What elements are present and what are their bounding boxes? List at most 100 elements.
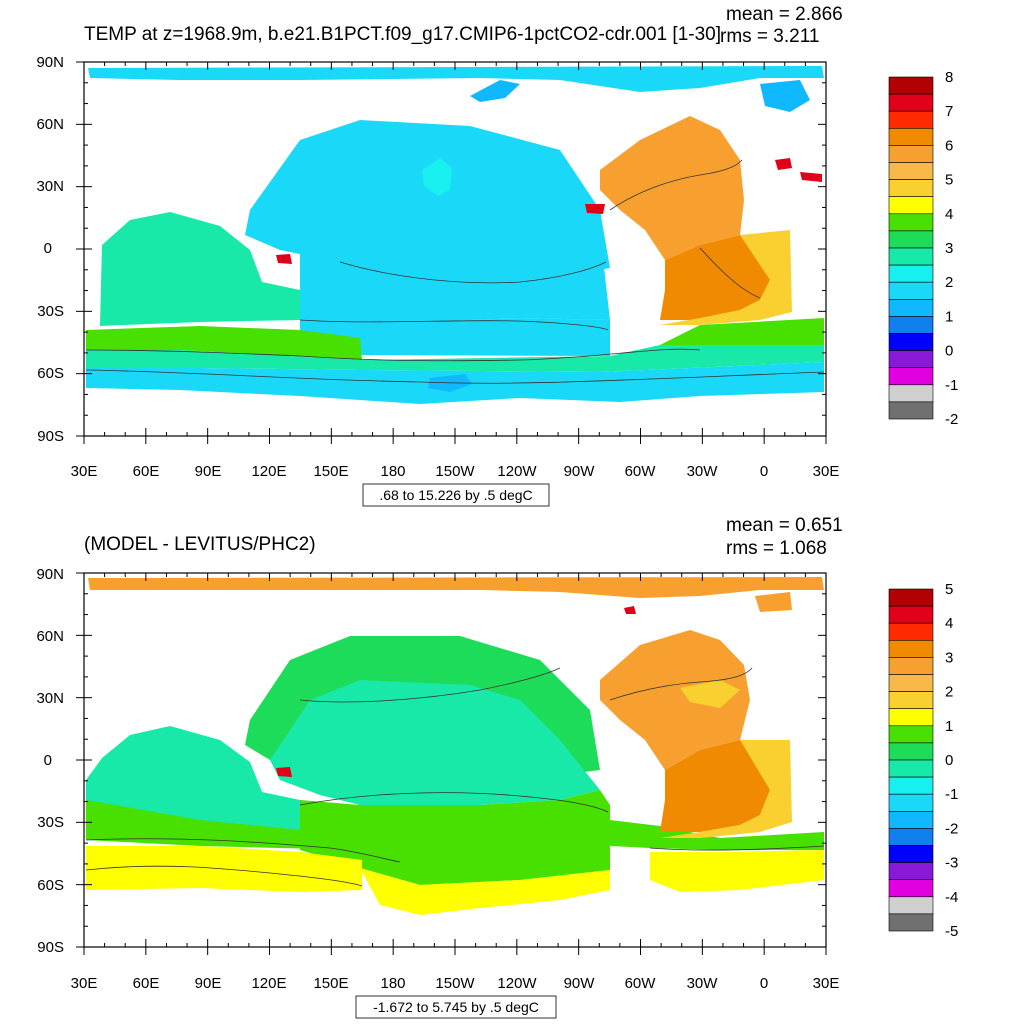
top-lon-label: 150E [313,463,348,480]
top-region-med-outflow [800,172,822,182]
bottom-region-pacific-core [270,680,600,808]
bottom-lat-label: 60S [37,877,64,894]
top-colorbar-label: 2 [945,274,953,291]
bottom-lat-label: 60N [36,628,64,645]
top-colorbar-swatch [888,93,934,112]
bottom-colorbar-label: 5 [945,581,953,598]
top-lon-label: 150W [435,463,475,480]
bottom-panel-title: (MODEL - LEVITUS/PHC2) [84,534,316,555]
top-colorbar-label: 8 [945,69,953,86]
bottom-lat-label: 90N [36,566,64,583]
bottom-colorbar-swatch [888,605,934,624]
top-contour-line [85,348,701,362]
bottom-lat-label: 0 [44,752,52,769]
bottom-lon-label: 90E [195,975,222,992]
top-colorbar-swatch [888,264,934,283]
top-lat-label: 60S [37,365,64,382]
bottom-contour-line [649,845,825,851]
bottom-contour-line [299,667,561,703]
bottom-region-south-atlantic-warm [680,680,740,708]
bottom-colorbar-label: -3 [945,855,958,872]
bottom-colorbar-swatch [888,862,934,880]
bottom-colorbar-label: -1 [945,786,958,803]
bottom-contour-line [85,838,401,863]
top-colorbar-swatch [888,196,934,215]
bottom-lon-label: 60E [133,975,160,992]
top-region-acc-band [86,326,362,360]
top-lon-label: 0 [760,463,768,480]
top-region-med-outflow [775,158,792,170]
bottom-colorbar: 5 4 3 2 1 0 -1 -2 -3 -4 -5 [888,581,958,940]
top-panel: TEMP at z=1968.9m, b.e21.B1PCT.f09_g17.C… [36,4,958,507]
top-colorbar-swatch [888,367,934,386]
top-lon-label: 60W [625,463,657,480]
bottom-lat-label: 30N [36,690,64,707]
bottom-colorbar-label: 2 [945,684,953,701]
bottom-contour-line [609,667,753,701]
bottom-panel-mean: mean = 0.651 [726,515,843,536]
top-colorbar-swatch [888,401,934,420]
bottom-colorbar-label: 1 [945,718,953,735]
top-lon-label: 90W [564,463,596,480]
top-colorbar-swatch [888,230,934,249]
bottom-contour-line [85,865,363,887]
top-tick-marks [76,61,827,444]
bottom-colorbar-label: 0 [945,752,953,769]
bottom-region-arctic-band [88,577,824,598]
top-panel-rms: rms = 3.211 [720,26,819,47]
top-lon-label: 30E [71,463,98,480]
top-lon-label: 180 [380,463,405,480]
top-lat-label: 90S [37,428,64,445]
top-colorbar: 8 7 6 5 4 3 2 1 0 -1 -2 [888,69,958,428]
bottom-region-arctic-band [755,592,792,612]
top-lon-label: 30E [813,463,840,480]
bottom-colorbar-swatch [888,896,934,915]
bottom-lon-label: 120E [251,975,286,992]
bottom-region-south-atlantic-warm [660,740,792,838]
bottom-colorbar-swatch [888,657,934,675]
top-region-pacific-core [422,158,452,196]
top-colorbar-label: 1 [945,308,953,325]
top-lon-label: 120W [497,463,537,480]
top-colorbar-swatch [888,316,934,334]
bottom-region-southern-yellow [360,868,610,915]
bottom-colorbar-swatch [888,913,934,932]
bottom-lon-label: 60W [625,975,657,992]
bottom-colorbar-label: 3 [945,649,953,666]
bottom-lon-label: 0 [760,975,768,992]
top-colorbar-swatch [888,76,934,95]
bottom-colorbar-label: -5 [945,923,958,940]
bottom-colorbar-swatch [888,828,934,846]
top-region-atlantic-core [660,235,770,320]
top-colorbar-label: -1 [945,377,958,394]
top-colorbar-label: -2 [945,411,958,428]
bottom-colorbar-swatch [888,742,934,761]
bottom-colorbar-swatch [888,674,934,692]
bottom-colorbar-swatch [888,810,934,829]
bottom-lon-label: 150W [435,975,475,992]
top-lon-label: 30W [687,463,719,480]
top-panel-title: TEMP at z=1968.9m, b.e21.B1PCT.f09_g17.C… [84,24,721,45]
bottom-info-box [355,995,557,1019]
top-contour-line [299,319,609,331]
top-contour-line [339,261,607,284]
bottom-lon-label: 180 [380,975,405,992]
bottom-colorbar-label: -4 [945,889,958,906]
top-region-north-atlantic [600,116,744,260]
bottom-region-indonesian-hotspot [276,767,292,777]
top-region-south-atlantic-warm [660,230,792,325]
top-info-box [362,483,550,507]
bottom-lon-label: 30E [813,975,840,992]
top-colorbar-label: 0 [945,343,953,360]
bottom-region-med-outflow [624,606,636,614]
top-contour-line [85,369,825,384]
top-colorbar-swatch [888,281,934,300]
top-colorbar-swatch [888,110,934,129]
top-colorbar-swatch [888,179,934,198]
top-contour-line [609,159,743,211]
top-region-equatorial-pacific [300,232,610,322]
top-lon-label: 90E [195,463,222,480]
top-colorbar-swatch [888,333,934,351]
top-lat-label: 0 [44,240,52,257]
bottom-region-southern-yellow [650,850,824,892]
